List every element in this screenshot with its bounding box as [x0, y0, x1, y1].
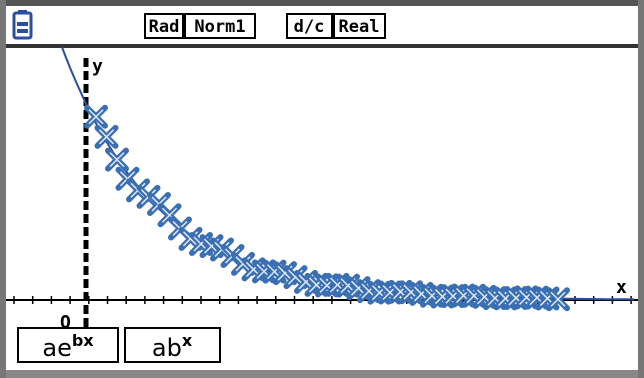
x-axis-label: x [616, 277, 627, 298]
calculator-screen: Rad Norm1 d/c Real y x O aebx abx [0, 0, 644, 378]
menu-label-base[interactable]: ab [152, 334, 182, 362]
top-frame [0, 0, 644, 6]
menu-label-base[interactable]: ae [42, 334, 71, 362]
left-frame [0, 0, 6, 378]
bottom-frame [0, 370, 644, 378]
battery-icon [14, 10, 31, 38]
status-item: Norm1 [194, 17, 245, 37]
right-frame [638, 0, 644, 378]
display: Rad Norm1 d/c Real y x O aebx abx [0, 0, 644, 378]
y-axis-label: y [92, 56, 103, 77]
menu-label-sup[interactable]: x [182, 331, 193, 350]
menu-label-sup[interactable]: bx [72, 331, 94, 350]
status-item: Rad [149, 17, 180, 37]
status-item: Real [339, 17, 380, 37]
status-divider [6, 44, 638, 48]
status-item: d/c [294, 17, 325, 37]
